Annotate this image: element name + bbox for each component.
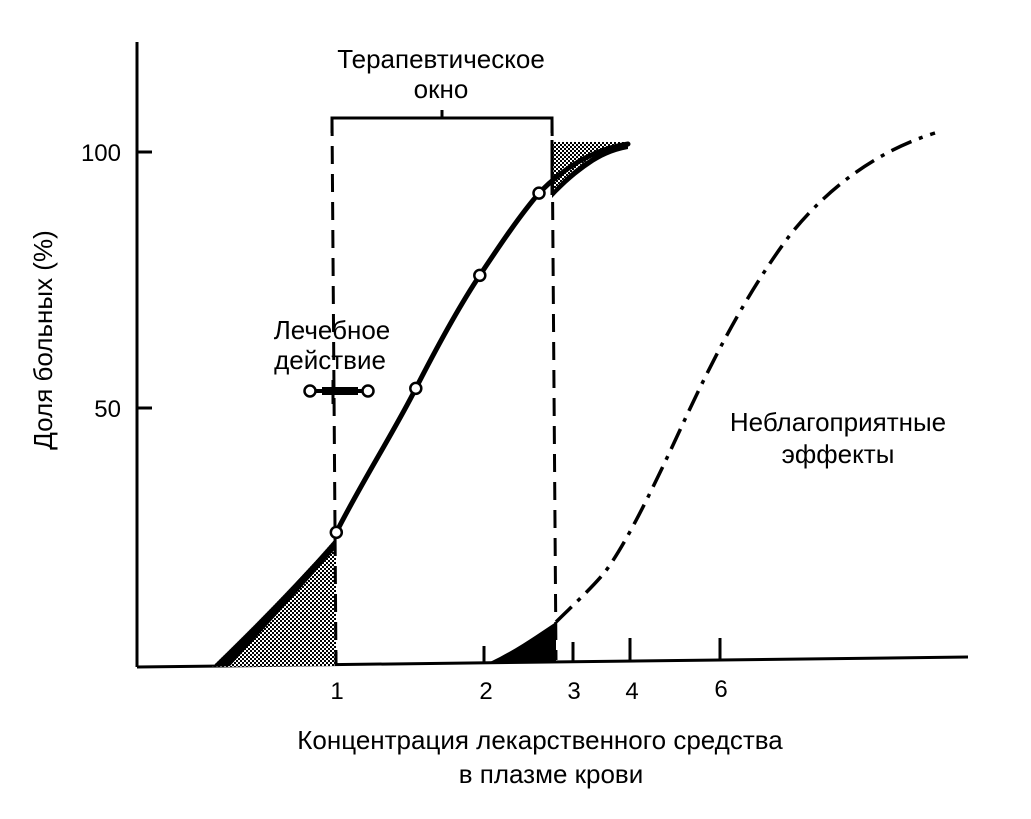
shaded-area-subtherapeutic bbox=[212, 538, 336, 667]
therapeutic-window-bracket bbox=[330, 116, 554, 133]
data-point-1 bbox=[329, 525, 344, 540]
shaded-area-toxic-high bbox=[552, 142, 628, 192]
x-tick-label-1: 1 bbox=[330, 678, 343, 705]
y-tick-label-100: 100 bbox=[81, 140, 121, 167]
series-line-adverse bbox=[554, 131, 936, 624]
therapeutic-window-left-dashed bbox=[330, 117, 338, 667]
window-label-line2: окно bbox=[414, 74, 469, 104]
therapeutic-label-line1: Лечебное bbox=[274, 315, 391, 345]
shaded-edge-toxic-high bbox=[552, 144, 628, 198]
adverse-label-line2: эффекты bbox=[782, 439, 895, 469]
therapeutic-effect-right-point bbox=[361, 384, 375, 398]
data-point-2 bbox=[409, 381, 423, 396]
x-tick-label-6: 6 bbox=[714, 676, 727, 703]
y-axis-label: Доля больных (%) bbox=[28, 230, 58, 449]
y-tick-label-50: 50 bbox=[94, 396, 121, 423]
adverse-label-line1: Неблагоприятные bbox=[730, 407, 946, 437]
shaded-area-adverse-low bbox=[490, 622, 556, 662]
data-point-3 bbox=[473, 268, 487, 283]
x-axis-label-line1: Концентрация лекарственного средства bbox=[297, 725, 783, 755]
x-axis-label-line2: в плазме крови bbox=[459, 759, 644, 789]
window-label-line1: Терапевтическое bbox=[337, 44, 545, 74]
x-tick-label-4: 4 bbox=[625, 678, 638, 705]
therapeutic-effect-left-point bbox=[303, 384, 317, 398]
data-point-4 bbox=[532, 186, 546, 200]
x-tick-label-3: 3 bbox=[567, 678, 580, 705]
x-tick-label-2: 2 bbox=[479, 678, 492, 705]
therapeutic-window-right-dashed bbox=[550, 117, 558, 661]
therapeutic-label-line2: действие bbox=[274, 345, 386, 375]
